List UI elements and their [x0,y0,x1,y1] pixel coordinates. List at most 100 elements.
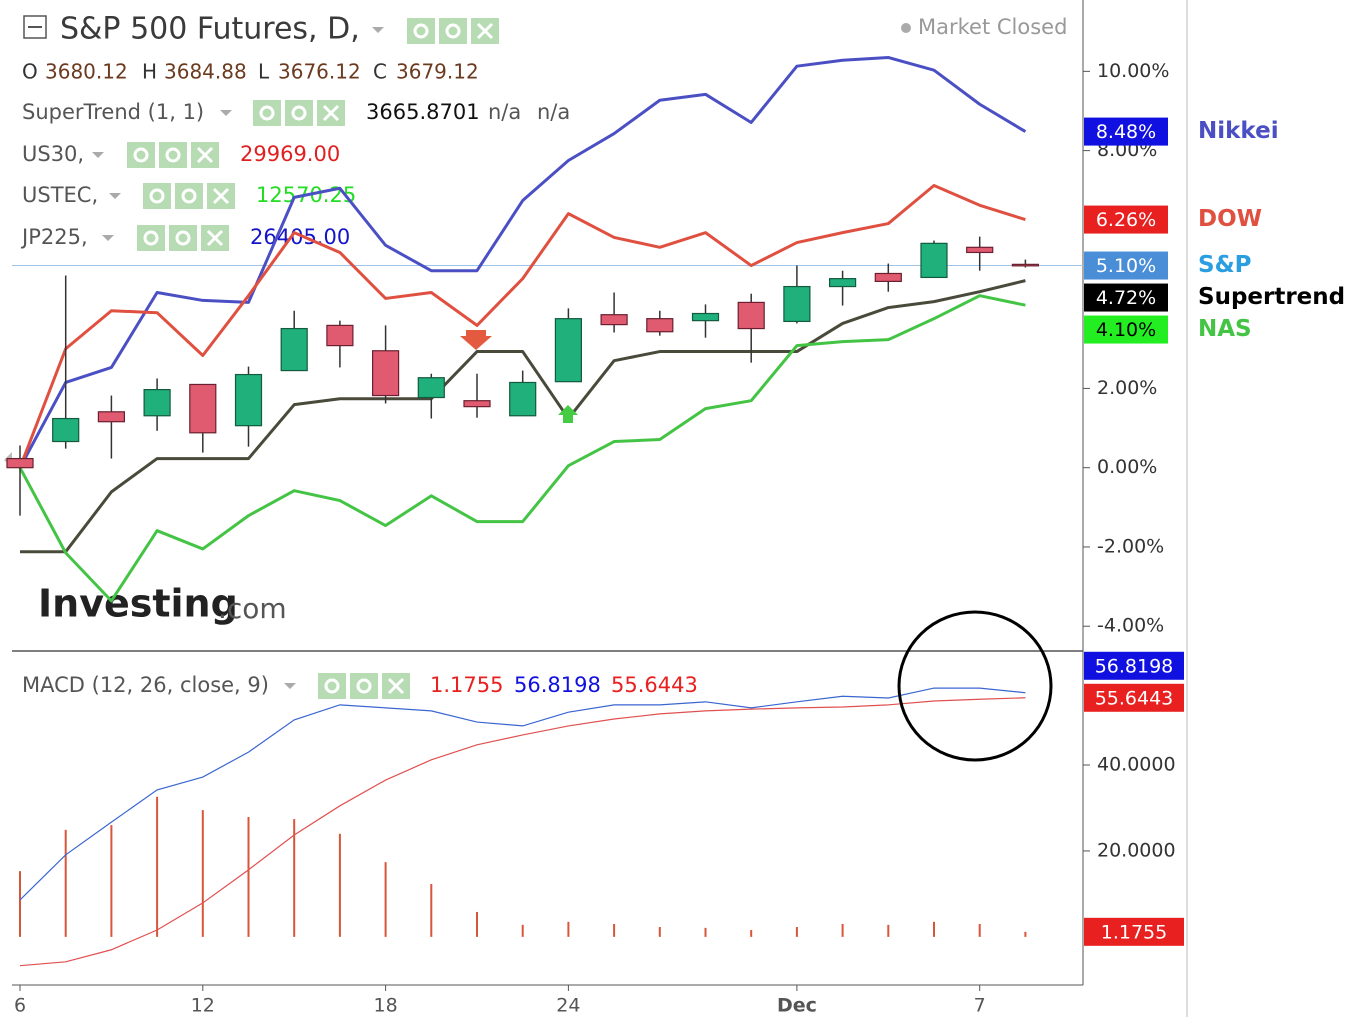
last-value-box [1084,251,1168,280]
dropdown-caret[interactable] [372,27,384,33]
indicator-button[interactable] [127,142,155,168]
indicator-button[interactable] [143,183,171,209]
close-icon [476,22,494,40]
ohlc-value: 3684.88 [164,60,247,84]
chart-title: S&P 500 Futures, D, [60,12,360,47]
ohlc-value: 3676.12 [278,60,361,84]
close-icon [387,677,405,695]
candle-body [783,285,811,323]
y-tick-label: 0.00% [1097,456,1157,478]
indicator-button[interactable] [175,183,203,209]
collapse-button[interactable] [23,15,47,39]
watermark: Investing [38,582,238,626]
legend-label: NAS [1198,316,1252,342]
button-icon [181,188,197,204]
buy-signal [558,405,578,423]
dropdown-caret[interactable] [92,152,104,158]
candle-body [737,301,765,330]
market-status: Market Closed [918,15,1067,39]
candle-body [417,377,445,399]
indicator-value: 1.1755 [430,673,503,697]
candle-body [828,278,857,288]
indicator-button[interactable] [253,100,281,126]
last-value-box [1084,205,1168,234]
candle-body [646,318,674,333]
indicator-button[interactable] [159,142,187,168]
indicator-value: 56.8198 [514,673,601,697]
dropdown-caret[interactable] [109,193,121,199]
button-icon [165,147,181,163]
button-icon [324,678,340,694]
candle-body [372,350,400,397]
legend-label: Supertrend [1198,284,1345,310]
candle-body [6,457,34,469]
last-value-label: 1.1755 [1101,921,1167,943]
indicator-value: 29969.00 [240,142,340,166]
x-tick-label: 18 [374,995,398,1017]
indicator-button[interactable] [407,18,435,44]
indicator-name: USTEC, [22,183,98,207]
last-value-label: 4.72% [1096,287,1156,309]
indicator-button[interactable] [169,225,197,251]
close-icon [196,146,214,164]
indicator-button[interactable] [318,673,346,699]
indicator-button[interactable] [439,18,467,44]
candle-body [280,327,308,372]
candle-body [189,383,217,434]
last-value-box [1084,315,1168,344]
indicator-value: 26405.00 [250,225,350,249]
candle-body [143,389,171,417]
candle-body [691,312,720,322]
comparison-line [18,294,1026,603]
ohlc-label: H [142,60,157,84]
button-icon [133,147,149,163]
button-icon [149,188,165,204]
close-icon [212,187,230,205]
watermark-suffix: .com [218,592,287,625]
indicator-button[interactable] [285,100,313,126]
last-value-label: 5.10% [1096,255,1156,277]
indicator-value: 3665.8701 [366,100,480,124]
candle-body [463,400,491,408]
y-tick-label: 2.00% [1097,377,1157,399]
button-icon [445,23,461,39]
button-icon [143,230,159,246]
candle-body [920,242,948,279]
y-tick-label: 10.00% [1097,60,1169,82]
candle-body [234,373,263,427]
x-tick-label: Dec [777,995,817,1017]
indicator-button[interactable] [350,673,378,699]
x-tick-label: 7 [974,995,986,1017]
button-icon [356,678,372,694]
indicator-extra: n/a [488,100,521,124]
candle-body [554,318,583,383]
dropdown-caret[interactable] [220,110,232,116]
indicator-name: SuperTrend (1, 1) [22,100,204,124]
last-value-box [1084,117,1168,146]
candle-body [52,417,80,443]
legend-label: S&P [1198,252,1251,278]
last-value-box [1084,917,1184,946]
last-value-label: 55.6443 [1095,687,1174,709]
candle-body [509,381,537,417]
last-value-label: 4.10% [1096,319,1156,341]
indicator-button[interactable] [137,225,165,251]
candle-body [97,411,126,423]
indicator-name: JP225, [20,225,88,249]
last-value-box [1084,283,1168,312]
last-value-box [1084,683,1184,712]
ohlc-label: C [373,60,387,84]
dropdown-caret[interactable] [284,683,296,689]
highlight-circle [897,610,1053,762]
x-tick-label: 12 [191,995,215,1017]
ohlc-value: 3680.12 [45,60,128,84]
close-icon [322,104,340,122]
indicator-extra: n/a [537,100,570,124]
candle-body [1011,263,1040,267]
last-value-label: 8.48% [1096,121,1156,143]
status-dot [901,23,911,33]
dropdown-caret[interactable] [102,235,114,241]
